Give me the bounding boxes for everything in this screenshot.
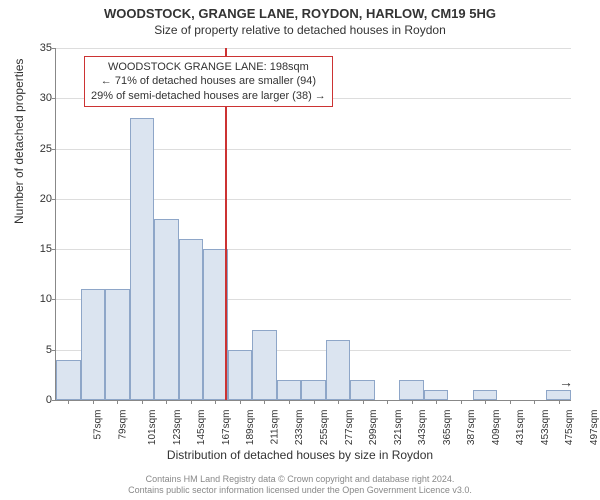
x-tick-label: 255sqm [319,410,330,446]
y-tick-mark [52,350,56,351]
x-tick-label: 79sqm [117,410,128,440]
x-tick-label: 299sqm [368,410,379,446]
histogram-bar [56,360,81,400]
histogram-bar [252,330,277,400]
y-tick-label: 15 [40,243,52,255]
histogram-bar [301,380,326,400]
y-tick-label: 25 [40,143,52,155]
x-tick-mark [461,400,462,404]
x-tick-label: 57sqm [93,410,104,440]
x-tick-mark [559,400,560,404]
x-tick-label: 277sqm [344,410,355,446]
histogram-bar [326,340,351,400]
x-tick-mark [436,400,437,404]
footer-line2: Contains public sector information licen… [0,485,600,496]
chart-title: WOODSTOCK, GRANGE LANE, ROYDON, HARLOW, … [0,0,600,21]
x-tick-mark [289,400,290,404]
x-tick-label: 365sqm [442,410,453,446]
arrow-right-icon: → [559,374,573,390]
x-tick-mark [412,400,413,404]
x-tick-mark [485,400,486,404]
x-tick-label: 409sqm [491,410,502,446]
x-axis-label: Distribution of detached houses by size … [0,448,600,462]
x-tick-mark [68,400,69,404]
y-tick-mark [52,249,56,250]
histogram-bar [105,289,130,400]
histogram-bar [399,380,424,400]
x-tick-mark [264,400,265,404]
x-tick-mark [240,400,241,404]
histogram-bar [203,249,228,400]
x-tick-label: 145sqm [196,410,207,446]
chart-subtitle: Size of property relative to detached ho… [0,23,600,37]
x-tick-mark [142,400,143,404]
y-tick-label: 20 [40,193,52,205]
y-tick-mark [52,400,56,401]
x-tick-mark [191,400,192,404]
x-tick-mark [338,400,339,404]
histogram-bar [130,118,155,400]
x-tick-label: 321sqm [393,410,404,446]
x-tick-label: 497sqm [589,410,600,446]
histogram-bar [277,380,302,400]
x-tick-label: 387sqm [466,410,477,446]
x-tick-label: 167sqm [221,410,232,446]
y-tick-mark [52,48,56,49]
x-tick-label: 343sqm [417,410,428,446]
histogram-bar [546,390,571,400]
x-tick-mark [166,400,167,404]
x-tick-label: 211sqm [269,410,280,445]
y-tick-label: 30 [40,92,52,104]
x-tick-mark [93,400,94,404]
footer-attribution: Contains HM Land Registry data © Crown c… [0,474,600,496]
x-tick-mark [534,400,535,404]
gridline [56,48,571,49]
y-axis-label: Number of detached properties [12,59,26,224]
x-tick-label: 101sqm [147,410,158,446]
y-tick-mark [52,299,56,300]
info-box-line: 29% of semi-detached houses are larger (… [91,89,326,103]
x-tick-mark [363,400,364,404]
histogram-bar [473,390,498,400]
x-tick-mark [314,400,315,404]
y-tick-label: 5 [46,344,52,356]
histogram-bar [81,289,106,400]
x-tick-label: 475sqm [564,410,575,446]
info-box-line: WOODSTOCK GRANGE LANE: 198sqm [91,60,326,74]
x-tick-mark [510,400,511,404]
histogram-bar [350,380,375,400]
x-tick-mark [215,400,216,404]
y-tick-label: 0 [46,394,52,406]
histogram-bar [154,219,179,400]
y-tick-label: 35 [40,42,52,54]
histogram-bar [228,350,253,400]
y-tick-label: 10 [40,293,52,305]
y-tick-mark [52,98,56,99]
histogram-bar [424,390,449,400]
chart-plot-area: 0510152025303557sqm79sqm101sqm123sqm145s… [55,48,571,401]
info-box: WOODSTOCK GRANGE LANE: 198sqm← 71% of de… [84,56,333,107]
y-tick-mark [52,199,56,200]
info-box-line: ← 71% of detached houses are smaller (94… [91,74,326,88]
x-tick-label: 431sqm [515,410,526,446]
chart-container: WOODSTOCK, GRANGE LANE, ROYDON, HARLOW, … [0,0,600,500]
x-tick-mark [387,400,388,404]
x-tick-mark [117,400,118,404]
x-tick-label: 189sqm [245,410,256,446]
x-tick-label: 453sqm [540,410,551,446]
y-tick-mark [52,149,56,150]
histogram-bar [179,239,204,400]
footer-line1: Contains HM Land Registry data © Crown c… [0,474,600,485]
x-tick-label: 233sqm [295,410,306,446]
x-tick-label: 123sqm [172,410,183,446]
